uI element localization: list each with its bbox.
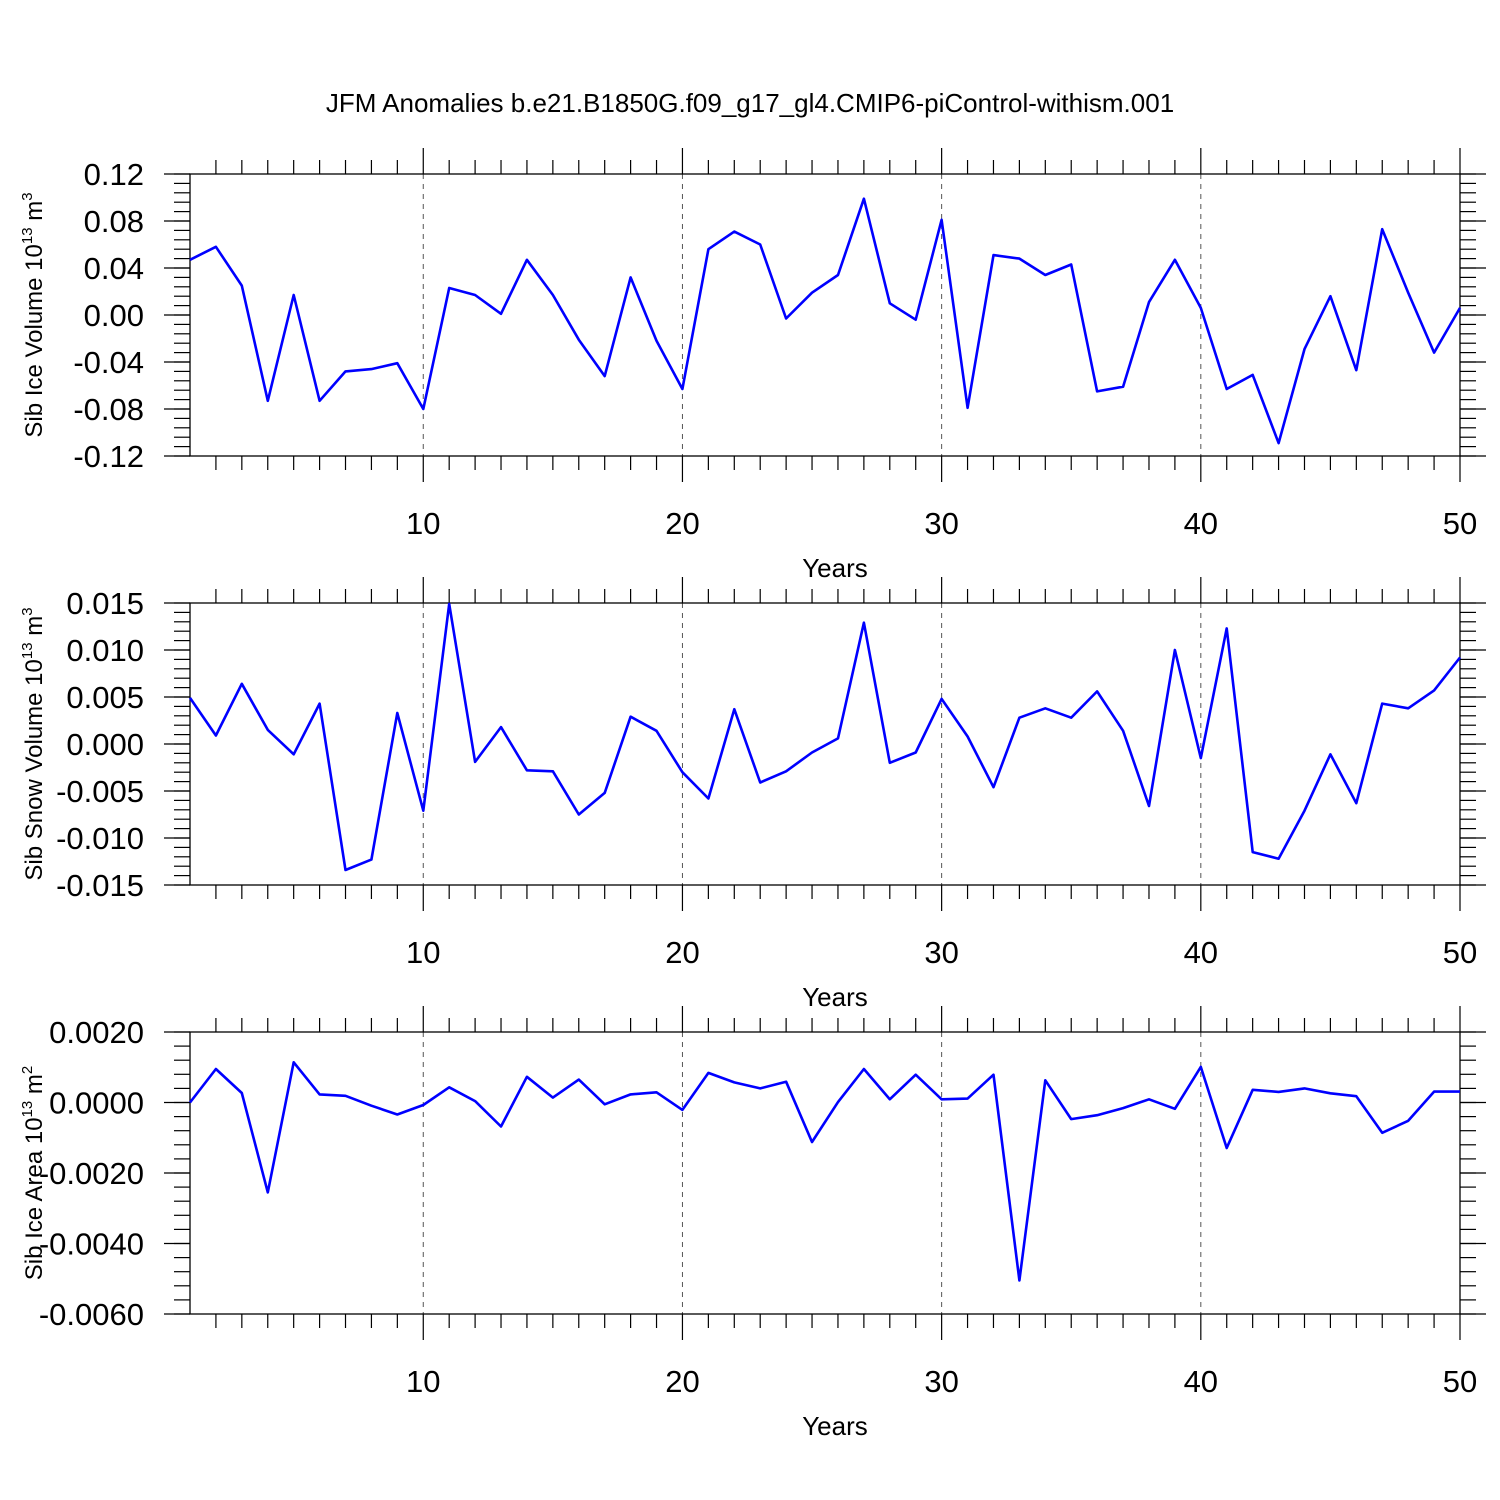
x-tick-label: 20 xyxy=(665,1364,699,1399)
y-tick-label: -0.0040 xyxy=(39,1227,144,1262)
x-tick-label: 30 xyxy=(924,1364,958,1399)
x-axis-label: Years xyxy=(802,553,868,583)
y-tick-label: -0.0060 xyxy=(39,1297,144,1332)
y-axis-label: Sib Snow Volume 1013 m3 xyxy=(19,607,48,880)
x-tick-label: 50 xyxy=(1443,1364,1477,1399)
x-tick-label: 20 xyxy=(665,506,699,541)
y-tick-label: -0.08 xyxy=(73,392,144,427)
panel-sib-ice-volume: 10 20 30 40 50 -0.12 -0.08 -0.04 0.00 0.04 0.08 0.1… xyxy=(19,148,1486,583)
y-tick-label: 0.005 xyxy=(66,680,144,715)
y-tick-label: 0.0000 xyxy=(49,1086,144,1121)
y-tick-label: 0.0020 xyxy=(49,1015,144,1050)
x-tick-label: 40 xyxy=(1184,935,1218,970)
x-tick-label: 30 xyxy=(924,506,958,541)
y-tick-label: 0.015 xyxy=(66,586,144,621)
panel-sib-snow-volume: 10 20 30 40 50 -0.015 -0.010 -0.005 0.000 0.005 0.… xyxy=(19,577,1486,1012)
x-tick-label: 10 xyxy=(406,935,440,970)
y-tick-label: -0.0020 xyxy=(39,1156,144,1191)
series-line xyxy=(188,1061,1460,1282)
x-tick-label: 20 xyxy=(665,935,699,970)
x-tick-label: 50 xyxy=(1443,506,1477,541)
y-tick-label: -0.04 xyxy=(73,345,144,380)
y-axis-label: Sib Ice Area 1013 m2 xyxy=(19,1066,48,1280)
panel-sib-ice-area: 10 20 30 40 50 -0.0060 -0.0040 -0.0020 0.0000 0.0… xyxy=(19,1006,1486,1441)
x-tick-label: 50 xyxy=(1443,935,1477,970)
x-tick-label: 40 xyxy=(1184,506,1218,541)
chart-title: JFM Anomalies b.e21.B1850G.f09_g17_gl4.C… xyxy=(326,88,1174,118)
y-tick-label: 0.000 xyxy=(66,727,144,762)
y-tick-label: 0.010 xyxy=(66,633,144,668)
y-axis-label: Sib Ice Volume 1013 m3 xyxy=(19,192,48,437)
x-tick-label: 10 xyxy=(406,1364,440,1399)
y-tick-label: -0.005 xyxy=(56,774,144,809)
y-tick-label: -0.12 xyxy=(73,439,144,474)
y-tick-label: 0.08 xyxy=(84,204,144,239)
x-axis-label: Years xyxy=(802,982,868,1012)
y-tick-label: 0.00 xyxy=(84,298,144,333)
y-tick-label: -0.015 xyxy=(56,868,144,903)
y-tick-label: 0.12 xyxy=(84,157,144,192)
y-tick-label: 0.04 xyxy=(84,251,144,286)
x-tick-label: 40 xyxy=(1184,1364,1218,1399)
y-tick-label: -0.010 xyxy=(56,821,144,856)
x-tick-label: 10 xyxy=(406,506,440,541)
x-tick-label: 30 xyxy=(924,935,958,970)
series-line xyxy=(188,602,1462,872)
x-axis-label: Years xyxy=(802,1411,868,1441)
series-line xyxy=(189,197,1462,445)
